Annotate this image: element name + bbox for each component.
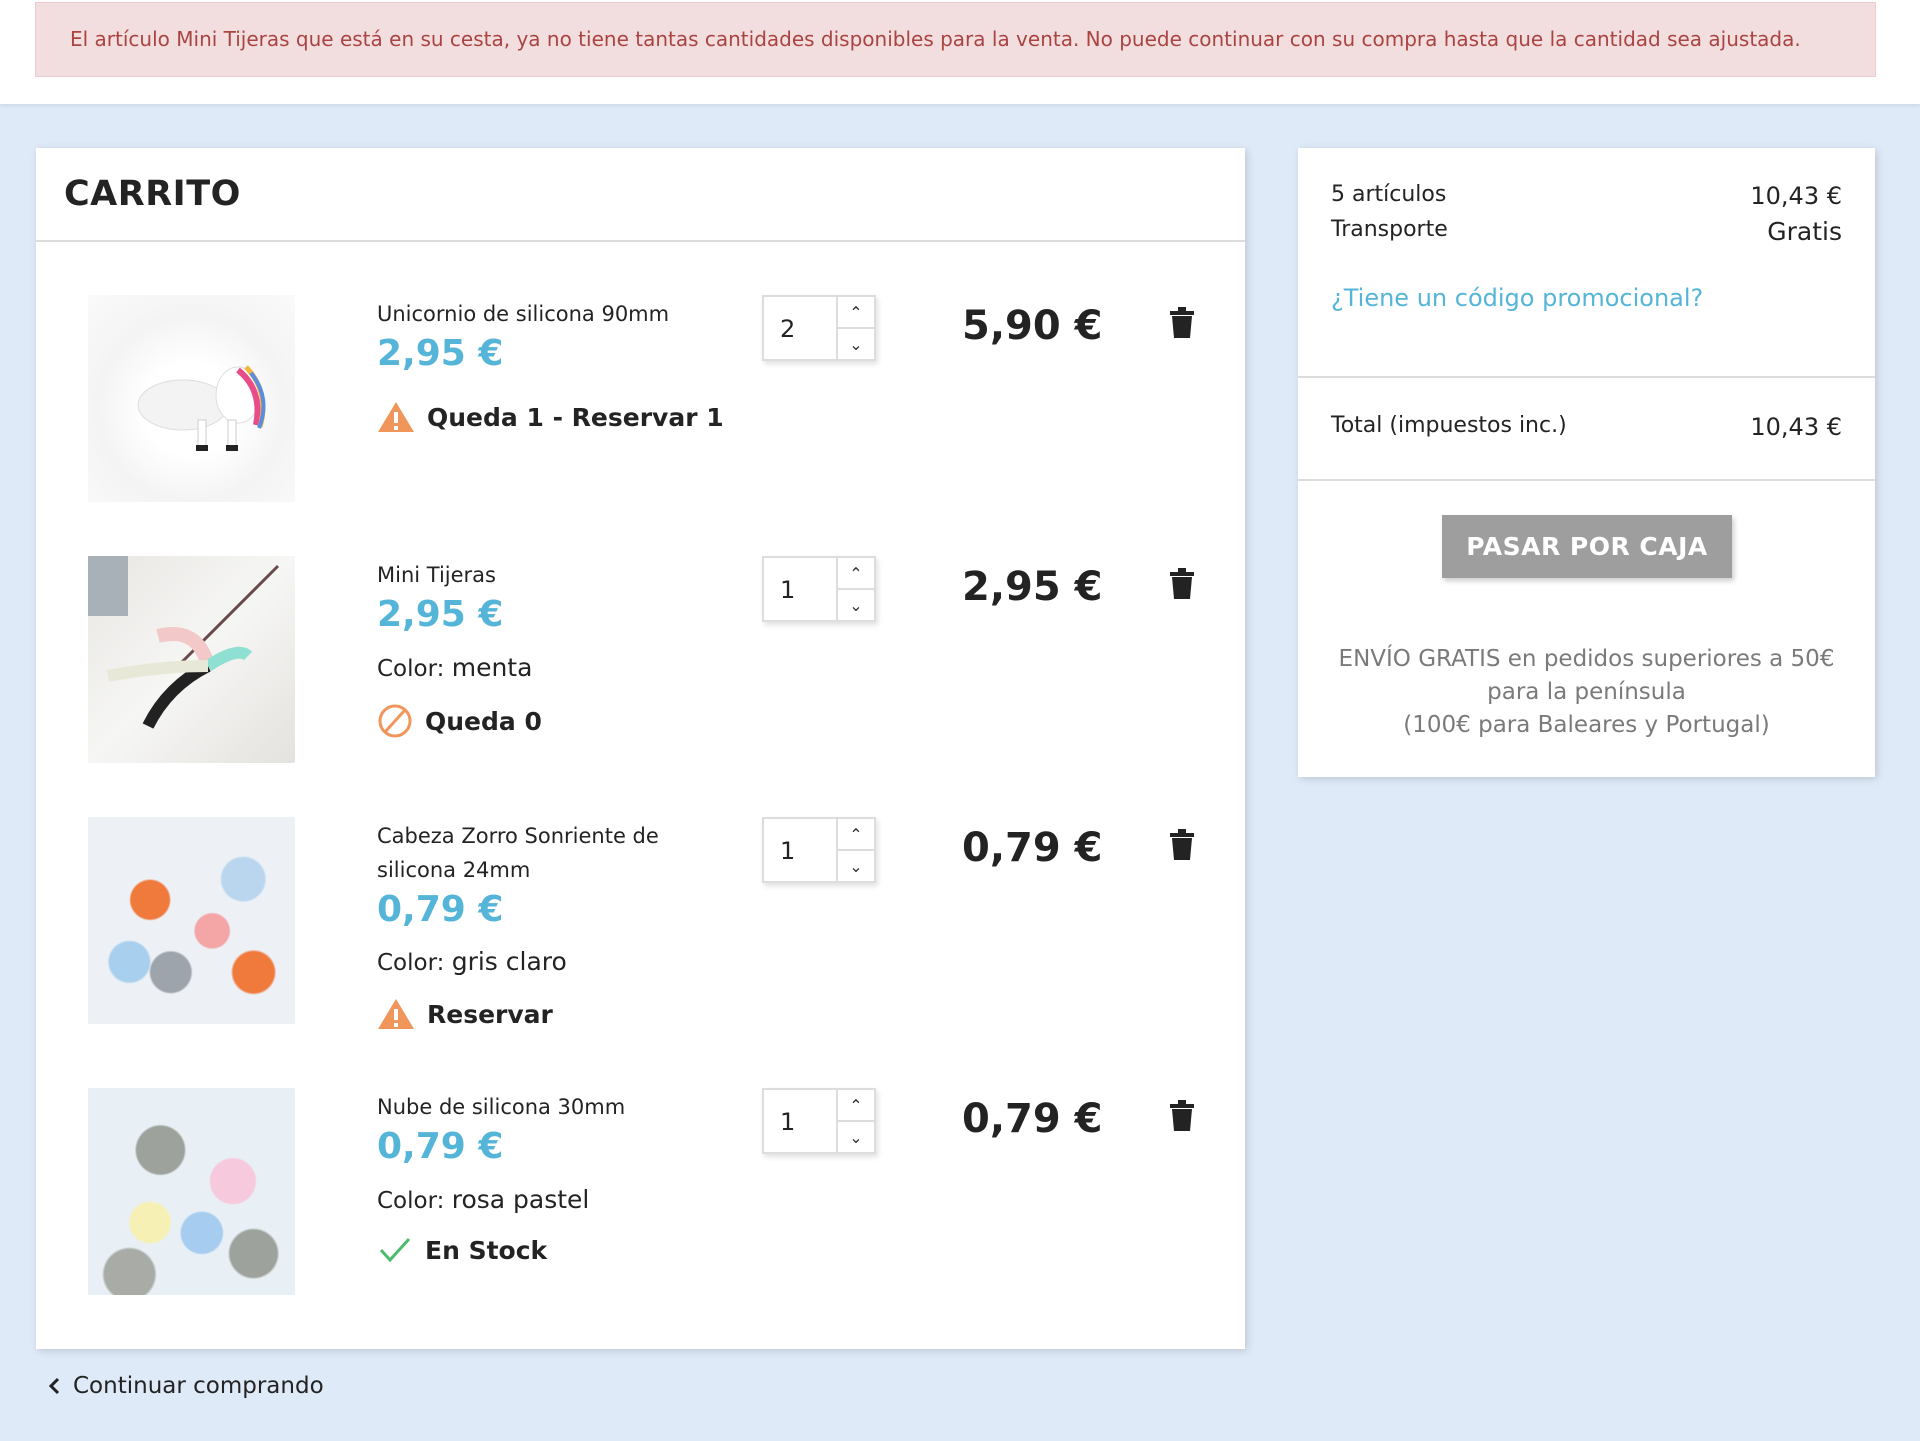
cart-item: Mini Tijeras 2,95 € Color: menta Queda 0… bbox=[36, 556, 1245, 806]
total-label: Total (impuestos inc.) bbox=[1331, 413, 1567, 438]
product-name[interactable]: Cabeza Zorro Sonriente de silicona 24mm bbox=[377, 824, 659, 882]
items-value: 10,43 € bbox=[1750, 182, 1842, 210]
divider bbox=[1298, 376, 1875, 378]
alert-message: El artículo Mini Tijeras que está en su … bbox=[70, 27, 1801, 51]
stock-status: Reservar bbox=[377, 997, 553, 1031]
color-value: gris claro bbox=[451, 947, 567, 976]
increase-button[interactable]: ⌃ bbox=[838, 558, 874, 590]
quantity-input[interactable]: 2 bbox=[764, 297, 838, 359]
shipping-note-line: ENVÍO GRATIS en pedidos superiores a 50€ bbox=[1338, 646, 1835, 672]
prohibited-icon bbox=[378, 704, 412, 738]
quantity-stepper[interactable]: 2 ⌃ ⌄ bbox=[762, 295, 876, 361]
decrease-button[interactable]: ⌄ bbox=[849, 334, 863, 354]
product-color: Color: menta bbox=[377, 653, 532, 682]
quantity-stepper[interactable]: 1 ⌃ ⌄ bbox=[762, 556, 876, 622]
product-image[interactable] bbox=[88, 556, 295, 763]
cart-item: Nube de silicona 30mm 0,79 € Color: rosa… bbox=[36, 1088, 1245, 1338]
stock-alert: El artículo Mini Tijeras que está en su … bbox=[35, 2, 1876, 77]
quantity-stepper[interactable]: 1 ⌃ ⌄ bbox=[762, 1088, 876, 1154]
top-bar: El artículo Mini Tijeras que está en su … bbox=[0, 0, 1920, 104]
warning-icon bbox=[378, 402, 414, 432]
cart-item: Cabeza Zorro Sonriente de silicona 24mm … bbox=[36, 817, 1245, 1067]
product-name[interactable]: Mini Tijeras bbox=[377, 563, 496, 587]
divider bbox=[36, 240, 1245, 242]
unicorn-image bbox=[137, 365, 266, 451]
decrease-button[interactable]: ⌄ bbox=[849, 1127, 863, 1147]
decrease-button[interactable]: ⌄ bbox=[849, 595, 863, 615]
color-label: Color: bbox=[377, 656, 445, 682]
unit-price: 2,95 € bbox=[377, 333, 504, 374]
cart-item: Unicornio de silicona 90mm 2,95 € Queda … bbox=[36, 295, 1245, 545]
color-label: Color: bbox=[377, 950, 445, 976]
trash-icon[interactable] bbox=[1170, 1100, 1194, 1132]
check-icon bbox=[379, 1237, 411, 1263]
line-total: 0,79 € bbox=[962, 825, 1103, 871]
items-label: 5 artículos bbox=[1331, 182, 1447, 207]
quantity-input[interactable]: 1 bbox=[764, 819, 838, 881]
cart-panel: CARRITO Unicornio de silicona 90mm 2,95 … bbox=[36, 148, 1245, 1349]
increase-button[interactable]: ⌃ bbox=[838, 819, 874, 851]
color-value: menta bbox=[451, 653, 533, 682]
color-label: Color: bbox=[377, 1188, 445, 1214]
shipping-row: Transporte Gratis bbox=[1331, 217, 1842, 246]
product-image[interactable] bbox=[88, 1088, 295, 1295]
stock-status: Queda 0 bbox=[377, 703, 542, 739]
stock-status: Queda 1 - Reservar 1 bbox=[377, 400, 724, 434]
decrease-button[interactable]: ⌄ bbox=[849, 856, 863, 876]
quantity-input[interactable]: 1 bbox=[764, 558, 838, 620]
total-row: Total (impuestos inc.) 10,43 € bbox=[1331, 413, 1842, 441]
line-total: 5,90 € bbox=[962, 303, 1103, 349]
stock-text: Reservar bbox=[427, 999, 553, 1029]
summary-panel: 5 artículos 10,43 € Transporte Gratis ¿Tie… bbox=[1298, 148, 1875, 777]
stock-status: En Stock bbox=[377, 1235, 547, 1265]
quantity-stepper[interactable]: 1 ⌃ ⌄ bbox=[762, 817, 876, 883]
continue-shopping-link[interactable]: Continuar comprando bbox=[47, 1373, 324, 1399]
unit-price: 0,79 € bbox=[377, 889, 504, 930]
product-color: Color: rosa pastel bbox=[377, 1185, 589, 1214]
product-image[interactable] bbox=[88, 295, 295, 502]
product-color: Color: gris claro bbox=[377, 947, 567, 976]
stock-text: En Stock bbox=[425, 1235, 548, 1265]
items-row: 5 artículos 10,43 € bbox=[1331, 182, 1842, 210]
trash-icon[interactable] bbox=[1170, 829, 1194, 861]
unit-price: 0,79 € bbox=[377, 1126, 504, 1167]
line-total: 0,79 € bbox=[962, 1096, 1103, 1142]
product-image[interactable] bbox=[88, 817, 295, 1024]
divider bbox=[1298, 479, 1875, 481]
shipping-value: Gratis bbox=[1767, 217, 1842, 246]
shipping-note-line: para la península bbox=[1487, 679, 1686, 705]
unit-price: 2,95 € bbox=[377, 594, 504, 635]
chevron-left-icon bbox=[48, 1377, 60, 1395]
cart-title: CARRITO bbox=[64, 174, 241, 214]
shipping-label: Transporte bbox=[1331, 217, 1448, 242]
stock-text: Queda 1 - Reservar 1 bbox=[427, 402, 724, 432]
warning-icon bbox=[378, 999, 414, 1029]
free-shipping-note: ENVÍO GRATIS en pedidos superiores a 50€… bbox=[1298, 643, 1875, 742]
color-value: rosa pastel bbox=[451, 1185, 590, 1214]
quantity-input[interactable]: 1 bbox=[764, 1090, 838, 1152]
product-name[interactable]: Nube de silicona 30mm bbox=[377, 1095, 626, 1119]
stock-text: Queda 0 bbox=[425, 706, 542, 736]
increase-button[interactable]: ⌃ bbox=[838, 297, 874, 329]
line-total: 2,95 € bbox=[962, 564, 1103, 610]
checkout-button[interactable]: PASAR POR CAJA bbox=[1442, 515, 1732, 578]
trash-icon[interactable] bbox=[1170, 568, 1194, 600]
product-name[interactable]: Unicornio de silicona 90mm bbox=[377, 302, 670, 326]
trash-icon[interactable] bbox=[1170, 307, 1194, 339]
promo-code-link[interactable]: ¿Tiene un código promocional? bbox=[1331, 284, 1704, 312]
increase-button[interactable]: ⌃ bbox=[838, 1090, 874, 1122]
shipping-note-line: (100€ para Baleares y Portugal) bbox=[1403, 712, 1770, 738]
scissors-image bbox=[88, 556, 280, 729]
total-value: 10,43 € bbox=[1750, 413, 1842, 441]
continue-shopping-label: Continuar comprando bbox=[73, 1373, 324, 1399]
